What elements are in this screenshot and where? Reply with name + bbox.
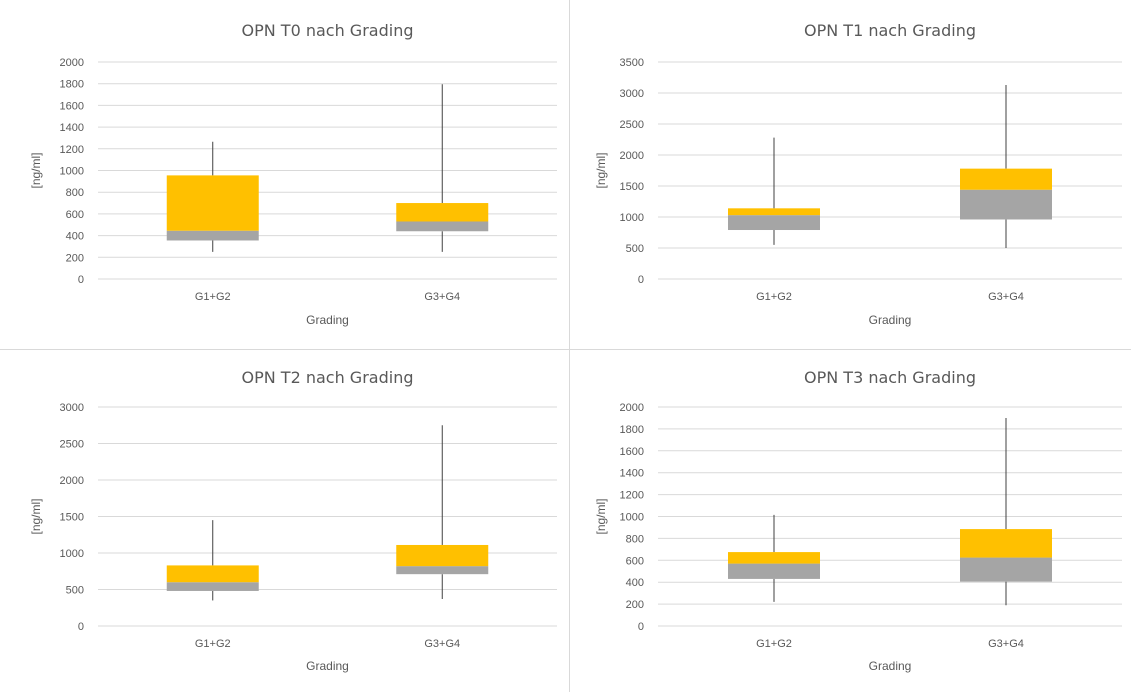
y-tick-label: 2500 — [60, 439, 84, 451]
x-category-label: G1+G2 — [195, 638, 231, 650]
y-axis-label: [ng/ml] — [29, 498, 43, 534]
y-tick-label: 2000 — [620, 402, 644, 414]
y-tick-label: 0 — [638, 274, 644, 286]
box-upper-segment — [728, 552, 820, 564]
box-lower-segment — [166, 230, 259, 241]
y-tick-label: 400 — [66, 231, 84, 243]
y-tick-label: 400 — [626, 577, 644, 589]
y-tick-label: 1600 — [60, 100, 84, 112]
box-lower-segment — [396, 566, 489, 575]
y-tick-label: 600 — [66, 209, 84, 221]
y-tick-label: 2500 — [620, 119, 644, 131]
box-lower-segment — [396, 221, 489, 232]
x-category-label: G1+G2 — [195, 291, 231, 303]
y-axis-label: [ng/ml] — [594, 498, 608, 534]
y-tick-label: 200 — [626, 599, 644, 611]
y-tick-label: 2000 — [620, 150, 644, 162]
chart-svg: OPN T0 nach Grading 0 200 400 600 800 1000 1200… — [29, 21, 557, 327]
box-upper-segment — [396, 544, 489, 567]
y-tick-label: 2000 — [60, 57, 84, 69]
y-tick-label: 3000 — [60, 402, 84, 414]
x-category-label: G3+G4 — [424, 291, 460, 303]
box-upper-segment — [166, 565, 259, 583]
x-category-label: G3+G4 — [988, 291, 1024, 303]
y-tick-label: 1800 — [60, 79, 84, 91]
y-tick-label: 1000 — [620, 212, 644, 224]
box-upper-segment — [396, 203, 489, 222]
chart-panel-t3: OPN T3 nach Grading 0 200 400 600 800 1000 1200… — [570, 350, 1131, 692]
y-tick-label: 3000 — [620, 88, 644, 100]
box-upper-segment — [960, 529, 1052, 558]
y-tick-label: 3500 — [620, 57, 644, 69]
box-upper-segment — [960, 168, 1052, 190]
y-tick-label: 500 — [626, 243, 644, 255]
x-category-label: G1+G2 — [756, 638, 792, 650]
y-tick-label: 1000 — [60, 166, 84, 178]
chart-title: OPN T3 nach Grading — [804, 368, 976, 387]
y-tick-label: 1600 — [620, 446, 644, 458]
box-upper-segment — [166, 175, 259, 231]
chart-svg: OPN T2 nach Grading 0 500 1000 1500 2000 2500 3… — [29, 368, 557, 673]
chart-title: OPN T0 nach Grading — [242, 21, 414, 40]
box-upper-segment — [728, 208, 820, 216]
y-tick-label: 1400 — [60, 122, 84, 134]
y-tick-label: 0 — [78, 621, 84, 633]
chart-title: OPN T2 nach Grading — [242, 368, 414, 387]
x-category-label: G3+G4 — [988, 638, 1024, 650]
y-tick-label: 500 — [66, 585, 84, 597]
x-axis-label: Grading — [869, 659, 912, 673]
box-lower-segment — [960, 557, 1052, 582]
chart-svg: OPN T1 nach Grading 0 500 1000 1500 2000 2500 3… — [594, 21, 1122, 327]
x-axis-label: Grading — [306, 313, 349, 327]
box-lower-segment — [728, 215, 820, 231]
y-tick-label: 1000 — [620, 512, 644, 524]
y-tick-label: 0 — [638, 621, 644, 633]
chart-svg: OPN T3 nach Grading 0 200 400 600 800 1000 1200… — [594, 368, 1122, 673]
chart-panel-t2: OPN T2 nach Grading 0 500 1000 1500 2000 2500 3… — [0, 350, 570, 692]
x-axis-label: Grading — [869, 313, 912, 327]
y-tick-label: 1400 — [620, 468, 644, 480]
y-tick-label: 1200 — [620, 490, 644, 502]
y-tick-label: 800 — [626, 533, 644, 545]
box-lower-segment — [166, 582, 259, 591]
x-axis-label: Grading — [306, 659, 349, 673]
y-tick-label: 0 — [78, 274, 84, 286]
y-tick-label: 800 — [66, 187, 84, 199]
y-tick-label: 600 — [626, 555, 644, 567]
y-tick-label: 1200 — [60, 144, 84, 156]
y-tick-label: 1500 — [620, 181, 644, 193]
box-lower-segment — [960, 189, 1052, 220]
x-category-label: G3+G4 — [424, 638, 460, 650]
chart-title: OPN T1 nach Grading — [804, 21, 976, 40]
y-axis-label: [ng/ml] — [29, 152, 43, 188]
box-lower-segment — [728, 563, 820, 579]
y-tick-label: 1000 — [60, 548, 84, 560]
chart-panel-t0: OPN T0 nach Grading 0 200 400 600 800 1000 1200… — [0, 0, 570, 350]
x-category-label: G1+G2 — [756, 291, 792, 303]
y-tick-label: 2000 — [60, 475, 84, 487]
y-axis-label: [ng/ml] — [594, 152, 608, 188]
y-tick-label: 200 — [66, 252, 84, 264]
y-tick-label: 1800 — [620, 424, 644, 436]
chart-panel-t1: OPN T1 nach Grading 0 500 1000 1500 2000 2500 3… — [570, 0, 1131, 350]
y-tick-label: 1500 — [60, 512, 84, 524]
